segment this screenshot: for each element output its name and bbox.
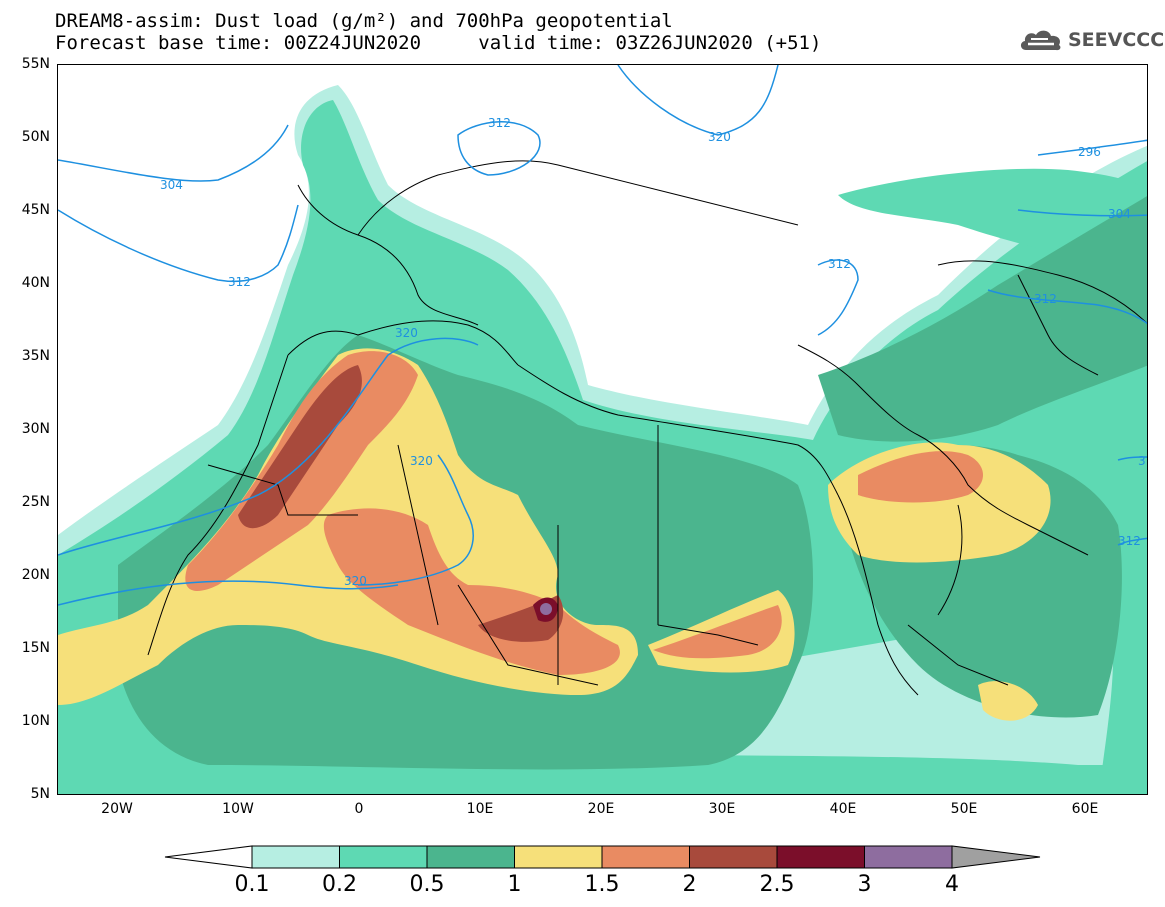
colorbar-label: 1.5 [584,872,620,897]
lon-tick: 0 [354,801,364,817]
title-line: DREAM8-assim: Dust load (g/m²) and 700hP… [55,10,673,32]
colorbar-swatch [689,845,778,869]
contour-label: 312 [1034,292,1057,306]
contour-label: 3 [1138,454,1146,468]
lat-tick: 15N [21,640,50,656]
lon-tick: 40E [829,801,857,817]
lat-tick: 50N [21,129,50,145]
geopotential-contours [58,65,1147,606]
contour-label: 320 [410,454,433,468]
contour-label-group: 312 320 304 296 304 312 312 312 320 320 … [160,116,1146,588]
contour-label: 320 [344,574,367,588]
colorbar-label: 2 [682,872,697,897]
lat-tick: 40N [21,275,50,291]
map-canvas: 312 320 304 296 304 312 312 312 320 320 … [58,65,1147,794]
coastlines [147,160,1147,696]
colorbar-swatch [426,845,515,869]
contour-label: 320 [708,130,731,144]
dust-map: 312 320 304 296 304 312 312 312 320 320 … [57,64,1148,795]
colorbar-lower-arrow [164,845,253,869]
lon-tick: 20W [101,801,133,817]
lat-tick: 25N [21,494,50,510]
colorbar-label: 4 [945,872,959,897]
lon-tick: 20E [587,801,615,817]
colorbar-label: 0.5 [409,872,445,897]
lat-tick: 20N [21,567,50,583]
colorbar-label: 0.1 [234,872,270,897]
lat-tick: 30N [21,421,50,437]
contour-label: 296 [1078,145,1101,159]
seevccc-logo: SEEVCCC [1018,26,1164,54]
contour-label: 304 [160,178,183,192]
valid-time: valid time: 03Z26JUN2020 (+51) [478,32,822,54]
contour-label: 304 [1108,207,1131,221]
colorbar-swatch [514,845,603,869]
logo-text: SEEVCCC [1068,29,1165,51]
lon-tick: 30E [708,801,736,817]
lat-tick: 10N [21,713,50,729]
base-time: Forecast base time: 00Z24JUN2020 [55,32,422,54]
lat-tick: 5N [30,786,50,802]
contour-label: 312 [1118,534,1141,548]
colorbar [164,845,1041,869]
colorbar-label: 0.2 [322,872,357,897]
lon-tick: 60E [1071,801,1099,817]
lat-tick: 45N [21,202,50,218]
colorbar-swatch [864,845,953,869]
lon-tick: 10W [222,801,254,817]
colorbar-label: 1 [507,872,522,897]
colorbar-swatch [776,845,865,869]
colorbar-label: 3 [857,872,872,897]
time-line: Forecast base time: 00Z24JUN2020 valid t… [55,32,821,54]
lon-tick: 10E [466,801,494,817]
lat-tick: 35N [21,348,50,364]
dust-fill-3.0 [540,603,552,615]
lat-tick: 55N [21,56,50,72]
colorbar-swatch [251,845,340,869]
colorbar-swatch [601,845,690,869]
colorbar-upper-arrow [951,845,1041,869]
cloud-logo-icon [1020,30,1061,51]
colorbar-label: 2.5 [759,872,795,897]
contour-label: 320 [395,326,418,340]
lon-tick: 50E [950,801,978,817]
colorbar-swatch [339,845,428,869]
contour-label: 312 [488,116,511,130]
contour-label: 312 [228,275,251,289]
map-header: DREAM8-assim: Dust load (g/m²) and 700hP… [55,10,821,54]
contour-label: 312 [828,257,851,271]
